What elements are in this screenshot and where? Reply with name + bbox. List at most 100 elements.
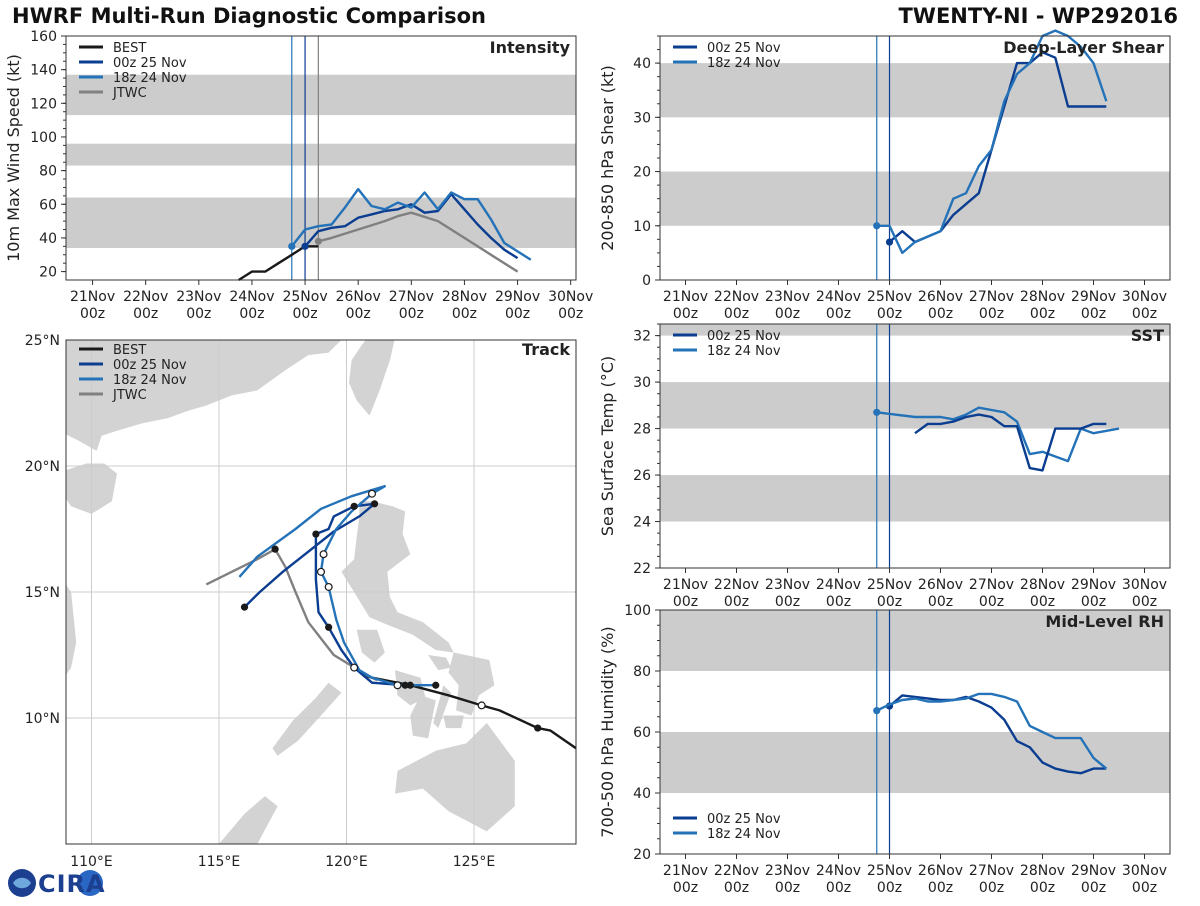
rh-xtick-hour: 00z (673, 880, 698, 896)
rh-legend-label: 18z 24 Nov (707, 827, 781, 842)
sst-ylabel: Sea Surface Temp (°C) (598, 356, 617, 536)
rh-ytick-label: 100 (624, 603, 651, 619)
shear-marker (873, 222, 881, 230)
rh-xtick-hour: 00z (1132, 880, 1157, 896)
track-position-marker-hollow (350, 663, 359, 672)
rh-xtick-hour: 00z (928, 880, 953, 896)
mindoro-landmass (356, 629, 385, 663)
sst-xtick-hour: 00z (826, 594, 851, 610)
shear-xtick-date: 27Nov (969, 289, 1014, 305)
borneo-landmass (219, 796, 278, 844)
rh-xtick-hour: 00z (724, 880, 749, 896)
rh-xtick-hour: 00z (1081, 880, 1106, 896)
track-legend-label: 18z 24 Nov (113, 373, 187, 388)
mindanao-landmass (395, 723, 515, 832)
cira-logo-graphic: CIRA (8, 869, 105, 898)
rh-xtick-hour: 00z (826, 880, 851, 896)
intensity-xtick-date: 21Nov (70, 289, 115, 305)
track-position-marker-hollow (317, 567, 326, 576)
intensity-xtick-date: 22Nov (123, 289, 168, 305)
intensity-xtick-date: 30Nov (548, 289, 593, 305)
china-landmass (66, 340, 342, 451)
intensity-series-18z-24-nov (290, 187, 532, 261)
track-position-marker (271, 545, 279, 553)
sst-ytick-label: 30 (633, 375, 651, 391)
track-position-marker (350, 502, 358, 510)
sst-xtick-hour: 00z (1030, 594, 1055, 610)
sst-xtick-hour: 00z (1132, 594, 1157, 610)
rh-band (660, 610, 1170, 671)
intensity-marker (314, 237, 322, 245)
shear-marker (885, 238, 894, 246)
track-position-marker (534, 724, 542, 732)
track-lon-label: 120°E (325, 854, 368, 870)
track-lat-label: 10°N (25, 711, 60, 727)
shear-xtick-hour: 00z (877, 306, 902, 322)
sst-xtick-hour: 00z (928, 594, 953, 610)
sst-band (660, 324, 1170, 336)
sst-xtick-hour: 00z (673, 594, 698, 610)
shear-xtick-date: 24Nov (816, 289, 861, 305)
track-frame (65, 339, 577, 845)
intensity-frame (65, 35, 577, 281)
figure-title-right: TWENTY-NI - WP292016 (898, 4, 1178, 28)
intensity-xtick-date: 24Nov (229, 289, 274, 305)
rh-ytick-label: 40 (633, 786, 651, 802)
track-legend-label: 00z 25 Nov (113, 358, 187, 373)
track-position-marker (240, 603, 249, 611)
intensity-xtick-hour: 00z (346, 306, 371, 322)
sst-series-00z-25-nov (914, 413, 1107, 472)
sst-xtick-hour: 00z (1081, 594, 1106, 610)
intensity-ytick-label: 80 (39, 164, 57, 180)
shear-xtick-date: 25Nov (867, 289, 912, 305)
intensity-xtick-hour: 00z (399, 306, 424, 322)
intensity-title: Intensity (490, 38, 571, 57)
cira-logo-swirl (13, 877, 31, 889)
rh-xtick-date: 26Nov (918, 863, 963, 879)
track-position-marker (312, 530, 320, 538)
figure-title-left: HWRF Multi-Run Diagnostic Comparison (12, 4, 487, 28)
shear-band (660, 171, 1170, 226)
intensity-xtick-hour: 00z (239, 306, 264, 322)
shear-ytick-label: 10 (633, 219, 651, 235)
track-gridlines (66, 339, 576, 844)
intensity-band (66, 143, 576, 166)
sst-xtick-hour: 00z (979, 594, 1004, 610)
sst-band (660, 382, 1170, 429)
rh-xtick-date: 22Nov (714, 863, 759, 879)
intensity-xtick-date: 27Nov (389, 289, 434, 305)
shear-legend-label: 18z 24 Nov (707, 56, 781, 71)
intensity-xtick-hour: 00z (452, 306, 477, 322)
shear-xtick-date: 29Nov (1071, 289, 1116, 305)
intensity-xtick-date: 26Nov (336, 289, 381, 305)
taiwan-landmass (349, 340, 395, 416)
rh-band (660, 732, 1170, 793)
shear-xtick-hour: 00z (724, 306, 749, 322)
rh-xtick-date: 29Nov (1071, 863, 1116, 879)
rh-xtick-date: 25Nov (867, 863, 912, 879)
rh-ytick-label: 80 (633, 664, 651, 680)
shear-xtick-date: 30Nov (1122, 289, 1167, 305)
sst-xtick-date: 23Nov (765, 577, 810, 593)
sst-xtick-date: 21Nov (663, 577, 708, 593)
shear-ylabel: 200-850 hPa Shear (kt) (598, 65, 617, 251)
cira-logo-cloud-icon (77, 870, 103, 896)
sst-legend-label: 00z 25 Nov (707, 329, 781, 344)
sst-xtick-hour: 00z (775, 594, 800, 610)
track-position-marker (406, 681, 414, 689)
intensity-xtick-hour: 00z (133, 306, 158, 322)
sst-series-18z-24-nov (876, 406, 1120, 463)
sst-xtick-date: 25Nov (867, 577, 912, 593)
track-legend-label: JTWC (112, 388, 147, 403)
track-lat-label: 20°N (25, 459, 60, 475)
intensity-xtick-hour: 00z (292, 306, 317, 322)
intensity-ytick-label: 140 (30, 63, 57, 79)
intensity-ytick-label: 160 (30, 29, 57, 45)
shear-band (660, 63, 1170, 118)
rh-xtick-date: 23Nov (765, 863, 810, 879)
rh-xtick-date: 27Nov (969, 863, 1014, 879)
shear-xtick-hour: 00z (1030, 306, 1055, 322)
rh-marker (873, 707, 881, 715)
cira-logo: CIRA (5, 866, 105, 906)
